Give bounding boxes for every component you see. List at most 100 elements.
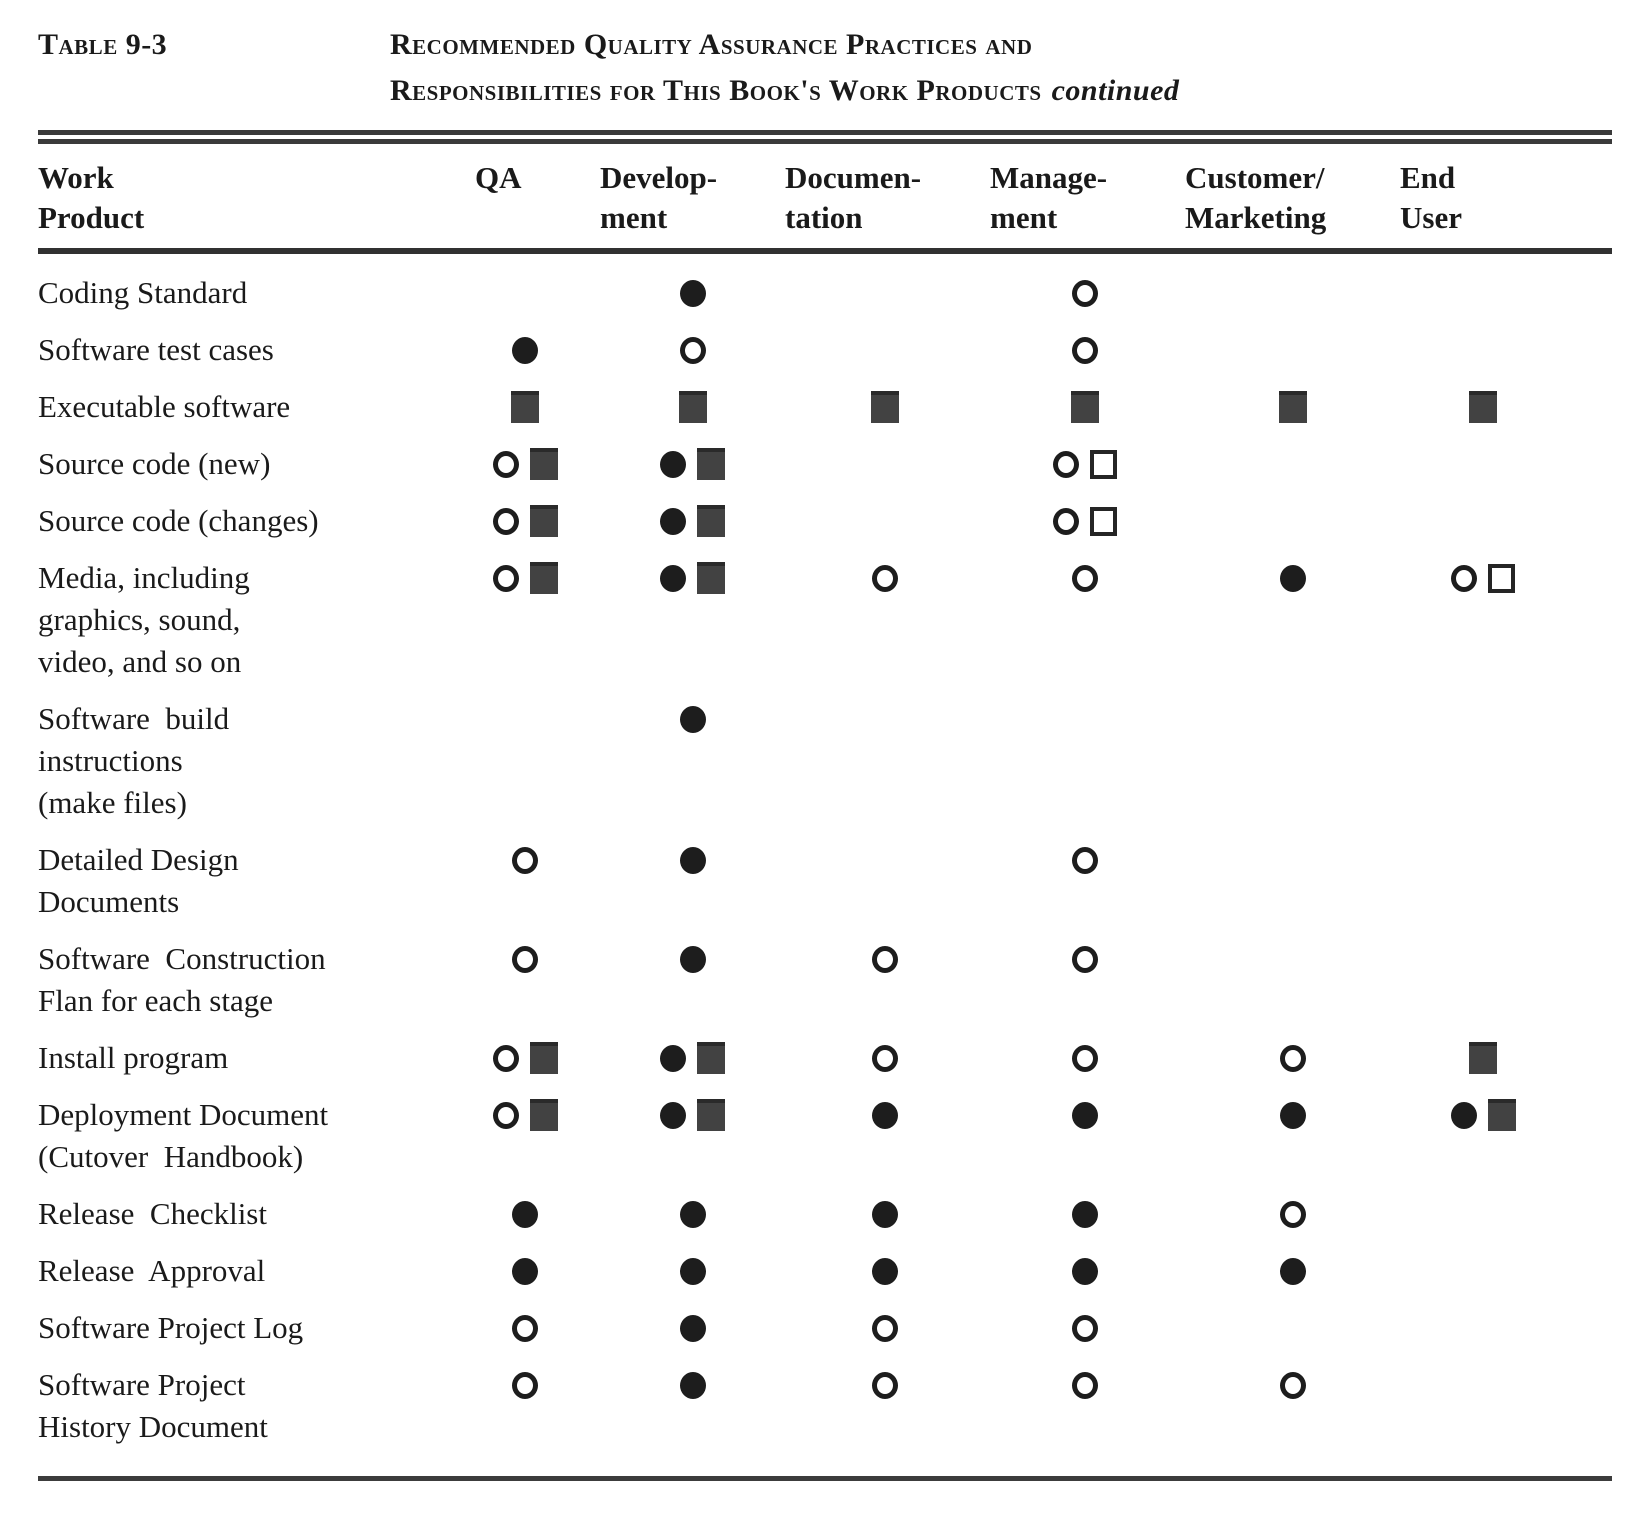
- header-rule: [38, 248, 1612, 254]
- open-circle-icon: [1279, 1044, 1306, 1072]
- filled-circle-icon: [872, 1101, 898, 1129]
- filled-square-icon: [871, 391, 899, 423]
- filled-square-icon: [1469, 1042, 1497, 1074]
- cell-customer-marketing: [1185, 1250, 1400, 1292]
- filled-circle-icon: [512, 1257, 538, 1285]
- cell-documentation: [785, 938, 985, 980]
- work-product-label: Software Construction Flan for each stag…: [38, 941, 326, 1018]
- filled-circle-icon: [660, 1044, 686, 1072]
- work-product-label: Release Checklist: [38, 1196, 267, 1231]
- filled-circle-icon: [512, 1200, 538, 1228]
- cell-management: [985, 938, 1185, 980]
- filled-circle-icon: [1072, 1200, 1098, 1228]
- filled-circle-icon: [679, 705, 706, 733]
- cell-customer-marketing: [1185, 839, 1400, 881]
- cell-end-user: [1400, 698, 1566, 740]
- cell-end-user: [1400, 1307, 1566, 1349]
- open-circle-icon: [512, 846, 538, 874]
- col-header-customer-marketing: Customer/ Marketing: [1185, 160, 1327, 235]
- work-product-label: Detailed Design Documents: [38, 842, 239, 919]
- work-product-label: Software Project Log: [38, 1310, 304, 1345]
- cell-documentation: [785, 443, 985, 485]
- filled-circle-icon: [1072, 1257, 1098, 1285]
- cell-management: [985, 443, 1185, 485]
- filled-circle-icon: [679, 945, 706, 973]
- cell-qa: [450, 272, 600, 314]
- work-product-label: Release Approval: [38, 1253, 266, 1288]
- table-row: Release Approval: [38, 1250, 1612, 1292]
- cell-customer-marketing: [1185, 938, 1400, 980]
- cell-documentation: [785, 557, 985, 599]
- open-circle-icon: [1279, 1200, 1306, 1228]
- filled-square-icon: [1071, 391, 1099, 423]
- open-square-icon: [1090, 449, 1117, 479]
- open-circle-icon: [872, 1371, 898, 1399]
- open-circle-icon: [492, 450, 519, 478]
- filled-square-icon: [529, 1042, 558, 1074]
- filled-circle-icon: [660, 1101, 686, 1129]
- table-number-label: Table 9-3: [38, 28, 168, 61]
- table-row: Software build instructions (make files): [38, 698, 1612, 824]
- cell-customer-marketing: [1185, 1364, 1400, 1406]
- cell-qa: [450, 386, 600, 428]
- filled-circle-icon: [679, 846, 706, 874]
- open-circle-icon: [1072, 564, 1098, 592]
- cell-customer-marketing: [1185, 1094, 1400, 1136]
- cell-end-user: [1400, 1037, 1566, 1079]
- open-circle-icon: [1072, 846, 1098, 874]
- work-product-label: Media, including graphics, sound, video,…: [38, 560, 250, 679]
- cell-qa: [450, 1193, 600, 1235]
- filled-circle-icon: [1072, 1101, 1098, 1129]
- cell-development: [600, 329, 785, 371]
- cell-documentation: [785, 1193, 985, 1235]
- open-circle-icon: [1072, 279, 1098, 307]
- open-circle-icon: [492, 1044, 519, 1072]
- cell-development: [600, 1364, 785, 1406]
- open-circle-icon: [1072, 1314, 1098, 1342]
- cell-development: [600, 443, 785, 485]
- open-circle-icon: [1451, 564, 1477, 592]
- cell-customer-marketing: [1185, 557, 1400, 599]
- cell-management: [985, 329, 1185, 371]
- open-circle-icon: [492, 507, 519, 535]
- cell-development: [600, 839, 785, 881]
- cell-end-user: [1400, 839, 1566, 881]
- filled-circle-icon: [872, 1200, 898, 1228]
- cell-management: [985, 839, 1185, 881]
- filled-circle-icon: [660, 450, 686, 478]
- cell-customer-marketing: [1185, 1193, 1400, 1235]
- table-row: Release Checklist: [38, 1193, 1612, 1235]
- filled-square-icon: [1469, 391, 1497, 423]
- table-row: Software Project Log: [38, 1307, 1612, 1349]
- cell-customer-marketing: [1185, 272, 1400, 314]
- table-row: Coding Standard: [38, 272, 1612, 314]
- col-header-end-user: End User: [1400, 160, 1462, 235]
- col-header-work-product: Work Product: [38, 160, 145, 235]
- work-product-label: Coding Standard: [38, 275, 248, 310]
- cell-customer-marketing: [1185, 1307, 1400, 1349]
- filled-square-icon: [697, 448, 725, 480]
- bottom-rule: [38, 1476, 1612, 1481]
- work-product-label: Software Project History Document: [38, 1367, 268, 1444]
- filled-square-icon: [529, 505, 558, 537]
- cell-documentation: [785, 839, 985, 881]
- cell-management: [985, 557, 1185, 599]
- open-circle-icon: [1072, 1371, 1098, 1399]
- cell-development: [600, 272, 785, 314]
- table-row: Deployment Document (Cutover Handbook): [38, 1094, 1612, 1178]
- cell-management: [985, 698, 1185, 740]
- cell-documentation: [785, 500, 985, 542]
- cell-development: [600, 1193, 785, 1235]
- open-circle-icon: [872, 1044, 898, 1072]
- open-circle-icon: [872, 945, 898, 973]
- filled-square-icon: [697, 562, 725, 594]
- open-circle-icon: [1279, 1371, 1306, 1399]
- open-circle-icon: [872, 1314, 898, 1342]
- cell-development: [600, 1037, 785, 1079]
- col-header-management: Manage- ment: [990, 160, 1108, 235]
- filled-circle-icon: [679, 1257, 706, 1285]
- table-row: Install program: [38, 1037, 1612, 1079]
- cell-documentation: [785, 698, 985, 740]
- filled-square-icon: [529, 448, 558, 480]
- filled-circle-icon: [1279, 1101, 1306, 1129]
